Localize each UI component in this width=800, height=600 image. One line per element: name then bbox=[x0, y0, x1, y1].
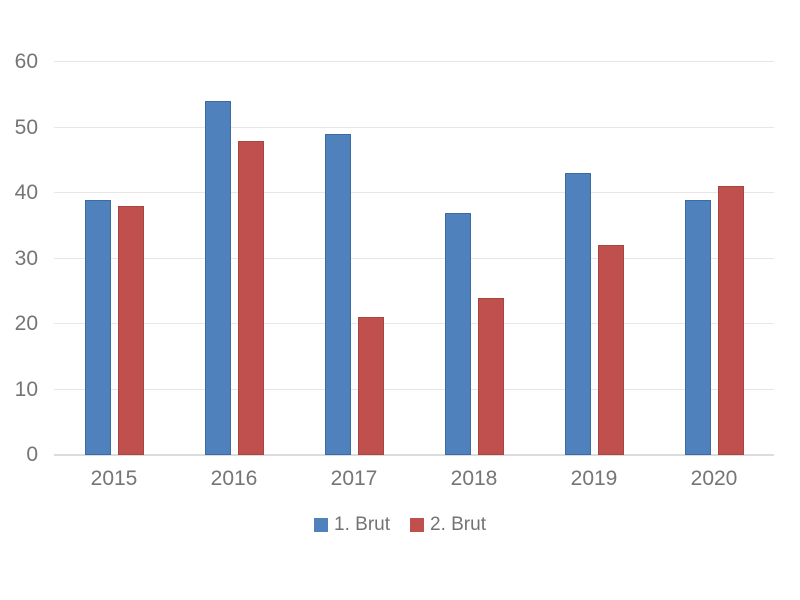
x-tick-label: 2016 bbox=[210, 467, 258, 490]
bar-2-brut-2020 bbox=[717, 186, 744, 455]
x-tick-label: 2018 bbox=[450, 467, 498, 490]
bar-1-brut-2015 bbox=[84, 199, 111, 455]
y-tick-label: 30 bbox=[14, 246, 38, 270]
legend-label: 1. Brut bbox=[334, 514, 390, 535]
bar-2-brut-2016 bbox=[237, 140, 264, 455]
bar-1-brut-2020 bbox=[684, 199, 711, 455]
y-tick-label: 0 bbox=[26, 443, 38, 466]
x-tick-label: 2017 bbox=[330, 467, 378, 490]
bar-1-brut-2019 bbox=[564, 173, 591, 455]
x-tick-label: 2019 bbox=[570, 467, 618, 490]
y-tick-label: 10 bbox=[14, 377, 38, 401]
y-tick-label: 20 bbox=[14, 312, 38, 335]
legend-item-1: 1. Brut bbox=[314, 514, 390, 536]
bar-2-brut-2018 bbox=[477, 297, 504, 455]
bar-2-brut-2019 bbox=[597, 245, 624, 455]
x-axis-line bbox=[54, 454, 774, 456]
legend-label: 2. Brut bbox=[430, 514, 486, 535]
gridline bbox=[54, 323, 774, 324]
x-tick-label: 2020 bbox=[690, 467, 738, 490]
bar-1-brut-2018 bbox=[444, 212, 471, 455]
gridline bbox=[54, 126, 774, 128]
gridline bbox=[54, 388, 774, 390]
y-tick-label: 60 bbox=[14, 50, 38, 73]
bar-2-brut-2017 bbox=[357, 317, 384, 455]
legend-swatch-icon bbox=[314, 518, 329, 532]
bar-2-brut-2015 bbox=[117, 206, 144, 455]
gridline bbox=[54, 257, 774, 259]
legend: 1. Brut 2. Brut bbox=[0, 514, 800, 536]
x-tick-label: 2015 bbox=[90, 467, 138, 490]
y-tick-label: 40 bbox=[14, 181, 38, 204]
bar-1-brut-2016 bbox=[204, 101, 231, 455]
bar-1-brut-2017 bbox=[324, 134, 351, 455]
legend-swatch-icon bbox=[410, 518, 424, 532]
gridline bbox=[54, 61, 774, 62]
plot-area bbox=[54, 61, 774, 456]
y-tick-label: 50 bbox=[14, 115, 38, 139]
legend-item-2: 2. Brut bbox=[410, 514, 486, 536]
gridline bbox=[54, 192, 774, 193]
